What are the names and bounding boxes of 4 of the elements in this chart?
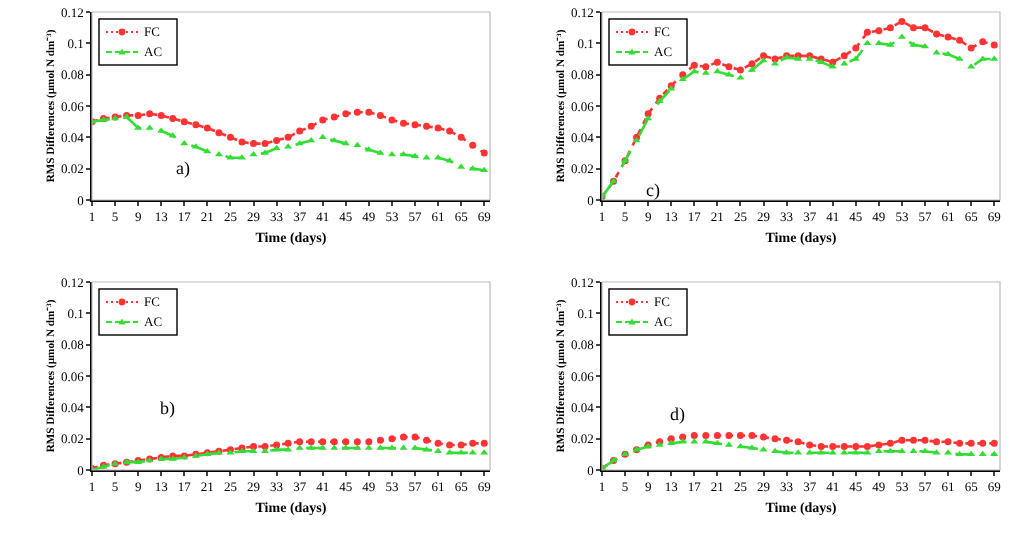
annotation: b) xyxy=(160,398,175,418)
annotation: c) xyxy=(646,180,660,200)
annotation: a) xyxy=(176,158,190,178)
annotation: d) xyxy=(670,404,685,424)
